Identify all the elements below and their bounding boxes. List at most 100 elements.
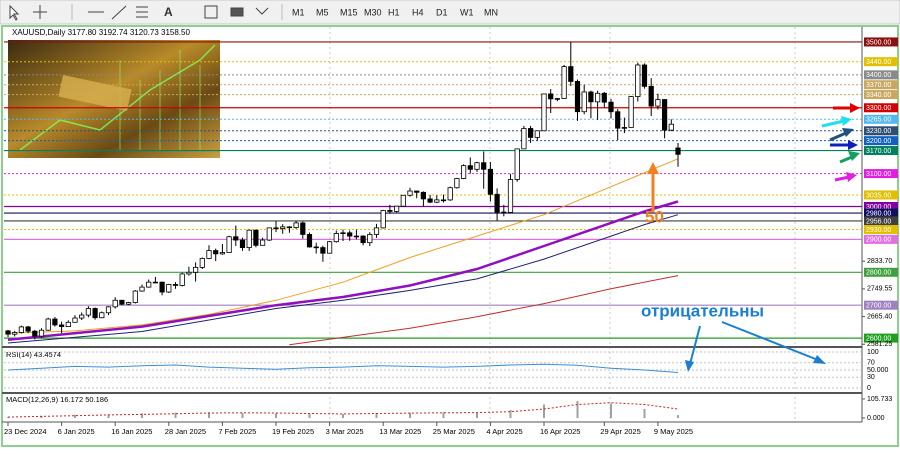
toolbar-separator [71, 4, 283, 20]
timeframe-button[interactable]: H4 [412, 7, 424, 17]
price-label-box [864, 169, 898, 179]
candle-body [146, 281, 152, 288]
price-label: 2900.00 [866, 237, 891, 244]
text-icon[interactable]: A [164, 5, 173, 19]
candle-body [601, 92, 607, 103]
rsi-label: RSI(14) 43.4574 [6, 350, 61, 359]
candle-body [628, 96, 634, 128]
timeframe-button[interactable]: D1 [436, 7, 448, 17]
timeframe-button[interactable]: M30 [364, 7, 382, 17]
price-label: 3200.00 [866, 138, 891, 145]
rsi-tick-label: 50.000 [867, 367, 889, 374]
candle-body [648, 85, 654, 107]
moving-average [289, 275, 679, 346]
candle-body [521, 128, 527, 150]
candle-body [407, 190, 413, 196]
rsi-tick-label: 100 [867, 349, 879, 356]
candle-body [159, 281, 165, 293]
candle-body [621, 127, 628, 129]
candle-body [641, 64, 648, 87]
annotation-negative: отрицательны [641, 301, 764, 320]
candle-body [172, 284, 179, 286]
candle-body [45, 318, 51, 331]
price-label: 2700.00 [866, 303, 891, 310]
timeframe-button[interactable]: M1 [292, 7, 305, 17]
price-label-box [864, 126, 898, 136]
candle-body [320, 247, 326, 254]
price-label: 3500.00 [866, 39, 891, 46]
x-tick-label: 3 Mar 2025 [326, 427, 364, 436]
candle-body [588, 91, 594, 103]
candle-body [387, 210, 393, 212]
macd-bar [308, 414, 311, 418]
annotation-arrows [647, 162, 826, 372]
candle-body [353, 235, 360, 238]
price-label-box [864, 103, 898, 113]
candle-body [333, 233, 339, 243]
crosshair-icon[interactable] [33, 5, 47, 19]
macd-bar [610, 403, 612, 418]
candle-body [192, 266, 199, 273]
candle-body [414, 190, 420, 193]
timeframe-button[interactable]: MN [484, 7, 498, 17]
candle-body [574, 81, 581, 113]
macd-bar [442, 412, 445, 418]
price-label: 2800.00 [866, 270, 891, 277]
x-tick-label: 28 Jan 2025 [165, 427, 206, 436]
price-label-box [864, 216, 898, 226]
candle-body [105, 306, 112, 314]
label-icon[interactable] [204, 5, 218, 19]
candle-body [85, 308, 91, 316]
price-label-box [864, 70, 898, 80]
shape-icon[interactable] [230, 7, 244, 17]
candle-body [179, 273, 185, 286]
arrow-icon[interactable] [255, 7, 269, 15]
candle-body [662, 99, 668, 131]
macd-bar [342, 414, 344, 418]
timeframe-button[interactable]: M15 [340, 7, 358, 17]
x-tick-label: 6 Jan 2025 [58, 427, 95, 436]
vertical-grid [329, 27, 796, 422]
fibo-icon[interactable] [136, 6, 148, 18]
candle-body [65, 321, 71, 327]
macd-bar [509, 409, 512, 418]
price-label: 3340.00 [866, 92, 891, 99]
price-label: 2600.00 [866, 335, 891, 342]
macd-bar [107, 414, 110, 418]
timeframe-button[interactable]: W1 [460, 7, 474, 17]
candle-body [595, 92, 601, 103]
candle-body [481, 162, 487, 170]
timeframe-button[interactable]: M5 [316, 7, 329, 17]
trendline-icon[interactable] [111, 5, 127, 20]
y-tick-label: 2833.70 [867, 258, 892, 265]
price-label-box [864, 225, 898, 235]
timeframe-button[interactable]: H1 [388, 7, 400, 17]
macd-bar [543, 404, 545, 418]
x-tick-label: 9 May 2025 [654, 427, 693, 436]
price-label: 2930.00 [866, 227, 891, 234]
candle-body [541, 93, 547, 132]
candle-body [474, 162, 480, 170]
candle-body [581, 91, 587, 113]
candle-body [52, 318, 58, 326]
candle-body [186, 271, 192, 275]
x-tick-label: 29 Apr 2025 [600, 427, 640, 436]
candle-body [219, 252, 225, 255]
candle-body [340, 232, 346, 235]
candle-body [494, 193, 500, 213]
candle-body [548, 93, 554, 100]
macd-bar [643, 409, 646, 418]
price-label-box [864, 90, 898, 100]
candle-body [266, 227, 272, 241]
macd-bar [576, 400, 579, 418]
candle-body [655, 99, 661, 107]
cursor-icon[interactable] [9, 4, 20, 21]
candle-body [460, 165, 467, 179]
candle-body [635, 64, 641, 97]
toolbar-icons: A [9, 4, 283, 21]
candle-body [293, 222, 299, 228]
candle-body [528, 128, 534, 138]
candle-body [213, 250, 219, 255]
x-tick-label: 16 Apr 2025 [540, 427, 580, 436]
